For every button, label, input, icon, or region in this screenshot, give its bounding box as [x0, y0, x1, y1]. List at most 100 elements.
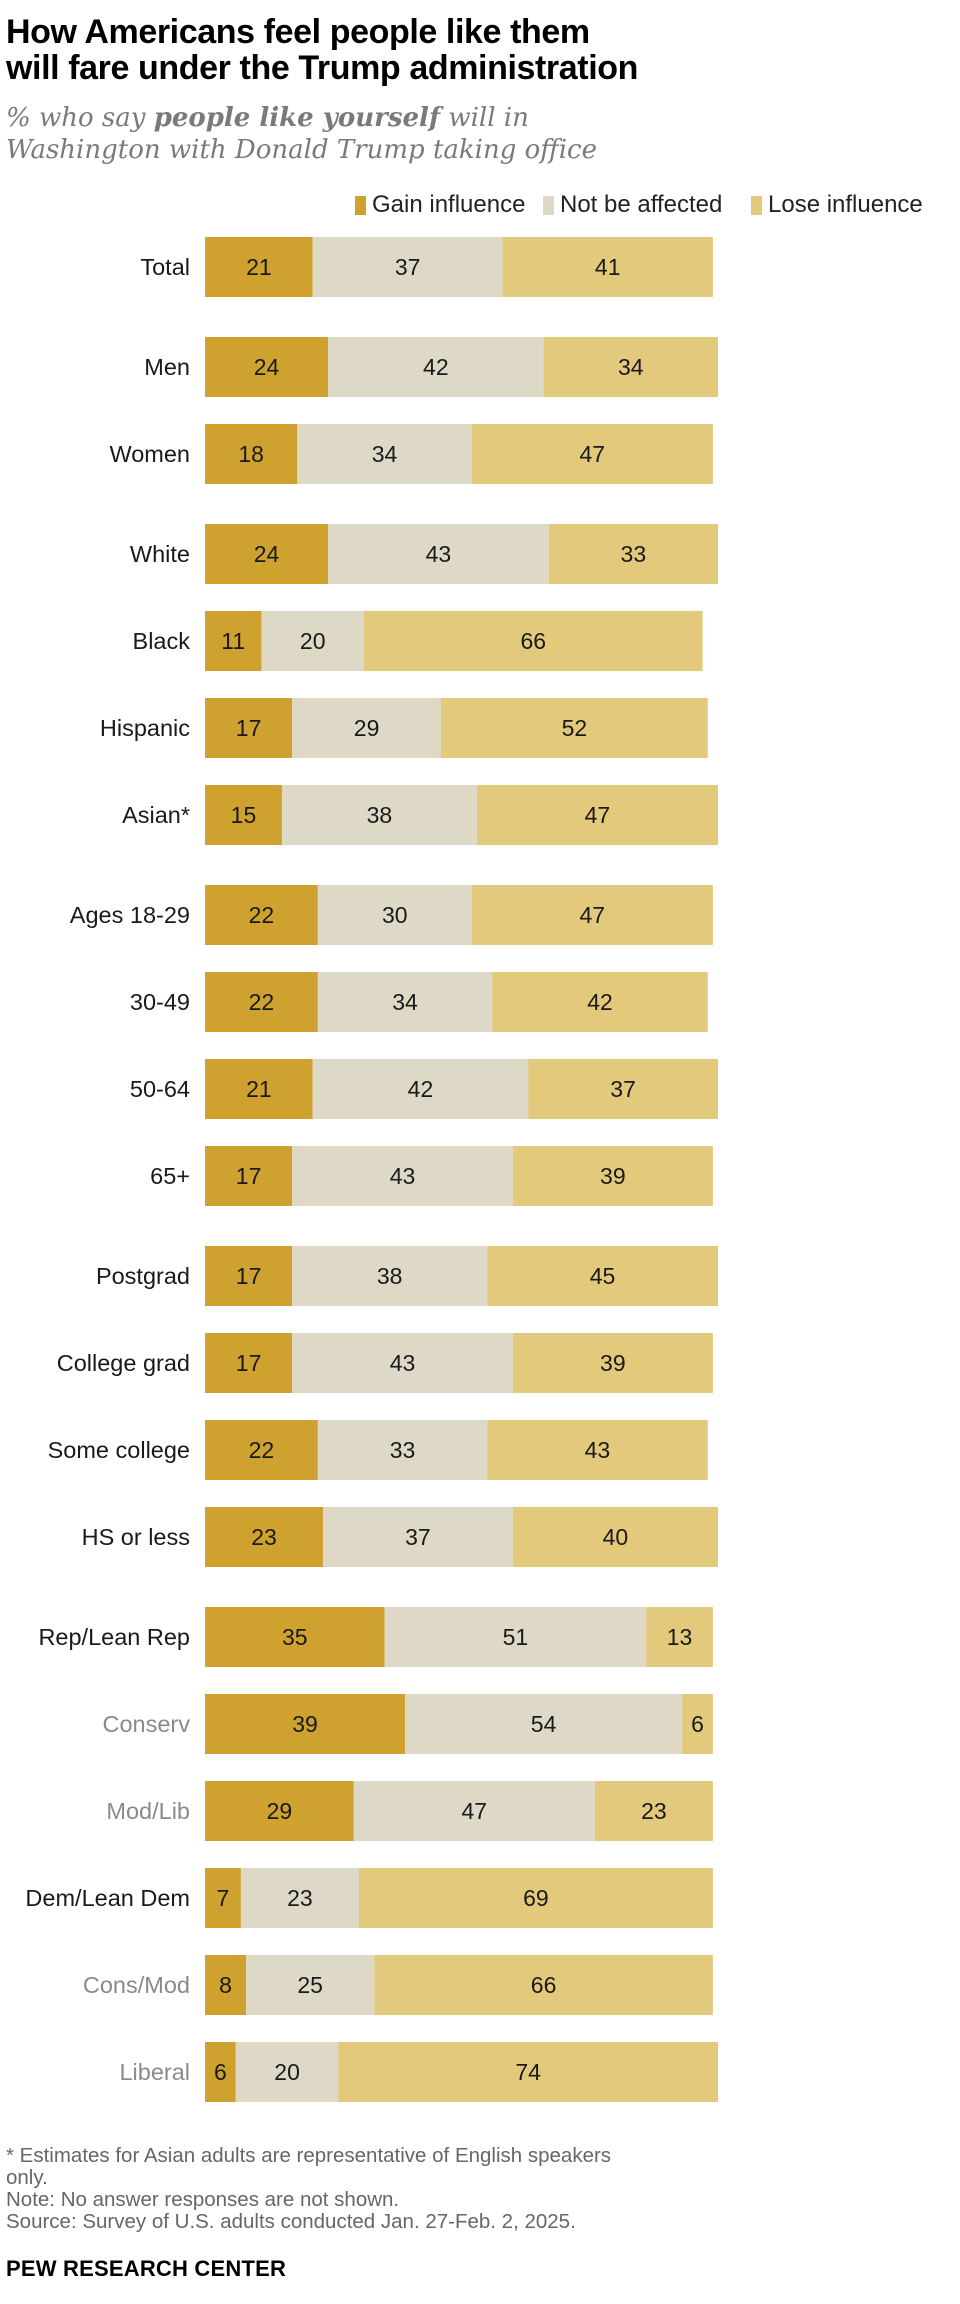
bar-segment-lose: [440, 698, 708, 758]
bar-segment-not-affected: [281, 785, 477, 845]
data-label: 54: [531, 1711, 557, 1737]
bar-row-30-49: 30-49 22 34 42: [130, 972, 708, 1032]
bar-row-mod-lib: Mod/Lib 29 47 23: [106, 1781, 713, 1841]
category-label: 50-64: [130, 1076, 190, 1102]
bar-segment-not-affected: [317, 972, 493, 1032]
bar-row-cons-mod: Cons/Mod 8 25 66: [83, 1955, 713, 2015]
bar-segment-not-affected: [317, 885, 472, 945]
bar-segment-not-affected: [384, 1607, 647, 1667]
data-label: 17: [236, 1350, 262, 1376]
bar-segment-lose: [682, 1694, 713, 1754]
data-label: 38: [377, 1263, 403, 1289]
data-label: 66: [521, 628, 547, 654]
category-label: Ages 18-29: [70, 902, 190, 928]
category-label: Hispanic: [100, 715, 190, 741]
bar-segment-not-affected: [246, 1955, 375, 2015]
data-label: 39: [600, 1350, 626, 1376]
category-label: HS or less: [82, 1524, 190, 1550]
legend-swatch-lose: [751, 195, 762, 215]
bar-segment-not-affected: [312, 1059, 529, 1119]
bar-segment-not-affected: [317, 1420, 488, 1480]
legend-label-gain: Gain influence: [372, 191, 526, 218]
bar-segment-not-affected: [312, 237, 503, 297]
data-label: 20: [274, 2059, 300, 2085]
data-label: 43: [390, 1163, 416, 1189]
bar-segment-not-affected: [292, 1146, 513, 1206]
data-label: 37: [395, 254, 421, 280]
subtitle-prefix: % who say: [6, 103, 154, 133]
bar-segment-not-affected: [405, 1694, 683, 1754]
data-label: 38: [367, 802, 393, 828]
data-label: 34: [618, 354, 644, 380]
category-label: Asian*: [122, 802, 190, 828]
data-label: 15: [231, 802, 257, 828]
category-label: Postgrad: [96, 1263, 190, 1289]
bar-segment-lose: [338, 2042, 718, 2102]
bar-segment-lose: [487, 1420, 708, 1480]
footnote-note: Note: No answer responses are not shown.: [6, 2188, 400, 2211]
category-label: Women: [109, 441, 190, 467]
data-label: 66: [531, 1972, 557, 1998]
footnote-source: Source: Survey of U.S. adults conducted …: [6, 2210, 576, 2233]
chart-title: How Americans feel people like them will…: [6, 14, 946, 86]
data-label: 23: [287, 1885, 313, 1911]
category-label: White: [130, 541, 190, 567]
data-label: 30: [382, 902, 408, 928]
bar-segment-gain: [205, 1146, 293, 1206]
legend-label-lose: Lose influence: [768, 191, 923, 218]
bar-segment-lose: [476, 785, 718, 845]
category-label: Mod/Lib: [106, 1798, 190, 1824]
bar-segment-gain: [205, 1955, 247, 2015]
legend-label-not-affected: Not be affected: [560, 191, 723, 218]
legend-item-gain: Gain influence: [355, 190, 525, 220]
legend-swatch-not-affected: [543, 195, 554, 215]
bar-segment-gain: [205, 2042, 236, 2102]
bar-segment-gain: [205, 972, 318, 1032]
bar-row-asian: Asian* 15 38 47: [122, 785, 718, 845]
data-label: 21: [246, 1076, 272, 1102]
bar-segment-lose: [512, 1146, 713, 1206]
data-label: 33: [390, 1437, 416, 1463]
category-label: Rep/Lean Rep: [38, 1624, 190, 1650]
bar-segment-lose: [492, 972, 708, 1032]
data-label: 43: [390, 1350, 416, 1376]
data-label: 21: [246, 254, 272, 280]
bar-row-black: Black 11 20 66: [133, 611, 703, 671]
category-label: Total: [140, 254, 190, 280]
chart-title-line1: How Americans feel people like them: [6, 13, 590, 51]
category-label: Liberal: [119, 2059, 190, 2085]
subtitle-emphasis: people like yourself: [153, 103, 441, 133]
data-label: 17: [236, 1263, 262, 1289]
data-label: 17: [236, 1163, 262, 1189]
bar-segment-not-affected: [292, 1333, 513, 1393]
data-label: 51: [503, 1624, 529, 1650]
bar-segment-lose: [512, 1507, 718, 1567]
bar-segment-lose: [358, 1868, 713, 1928]
data-label: 34: [392, 989, 418, 1015]
category-label: 30-49: [130, 989, 190, 1015]
bar-row-65: 65+ 17 43 39: [150, 1146, 713, 1206]
data-label: 11: [221, 628, 245, 654]
data-label: 8: [219, 1972, 232, 1998]
category-label: Some college: [48, 1437, 190, 1463]
bar-segment-lose: [471, 885, 713, 945]
bar-segment-gain: [205, 1246, 293, 1306]
bar-segment-not-affected: [235, 2042, 339, 2102]
bar-segment-lose: [487, 1246, 718, 1306]
bar-segment-gain: [205, 1420, 318, 1480]
data-label: 47: [580, 902, 606, 928]
data-label: 45: [590, 1263, 616, 1289]
bar-segment-lose: [548, 524, 718, 584]
legend-swatch-gain: [355, 195, 366, 215]
bar-segment-gain: [205, 1781, 354, 1841]
bar-segment-gain: [205, 1694, 406, 1754]
bar-row-50-64: 50-64 21 42 37: [130, 1059, 718, 1119]
bar-segment-gain: [205, 1333, 293, 1393]
bar-segment-not-affected: [297, 424, 472, 484]
data-label: 34: [372, 441, 398, 467]
category-label: Men: [144, 354, 190, 380]
data-label: 39: [292, 1711, 318, 1737]
data-label: 24: [254, 354, 280, 380]
chart-footer: * Estimates for Asian adults are represe…: [6, 2145, 946, 2233]
bar-segment-not-affected: [240, 1868, 359, 1928]
